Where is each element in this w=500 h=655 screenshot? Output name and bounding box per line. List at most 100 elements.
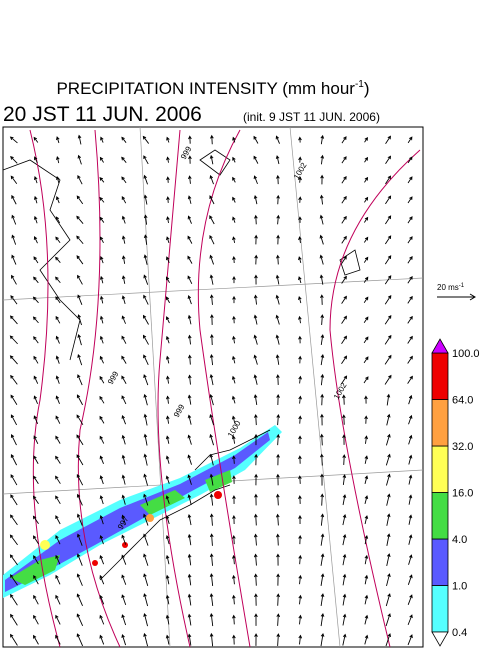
wind-arrow — [33, 555, 39, 565]
wind-arrow — [143, 354, 149, 365]
wind-arrow — [143, 174, 148, 185]
wind-arrow — [341, 315, 347, 324]
wind-arrow — [33, 215, 38, 224]
wind-arrow — [386, 573, 391, 587]
wind-arrow — [253, 175, 258, 185]
wind-arrow — [99, 455, 104, 464]
wind-arrow — [231, 435, 236, 444]
wind-arrow — [209, 553, 214, 566]
wind-scale-text: 20 ms — [437, 283, 459, 292]
wind-arrow — [100, 136, 104, 143]
wind-arrow — [143, 473, 148, 486]
wind-arrow — [364, 534, 369, 545]
wind-arrow — [77, 374, 83, 386]
wind-arrow — [187, 573, 192, 586]
wind-arrow — [320, 593, 325, 607]
wind-arrow — [384, 235, 392, 245]
wind-arrow — [298, 534, 302, 545]
wind-arrow — [209, 493, 214, 506]
wind-arrow — [363, 276, 369, 283]
wind-arrow — [143, 553, 149, 566]
wind-arrow — [121, 355, 127, 364]
wind-arrow — [33, 195, 38, 204]
wind-arrow — [77, 353, 83, 366]
wind-arrow — [407, 315, 413, 324]
precip-area — [10, 555, 60, 585]
wind-arrow — [231, 395, 236, 404]
wind-arrow — [187, 613, 192, 626]
wind-arrow — [385, 195, 392, 205]
wind-arrow — [32, 535, 39, 545]
wind-arrow — [187, 314, 192, 325]
wind-arrow — [99, 515, 104, 525]
wind-arrow — [232, 515, 236, 525]
wind-arrow — [33, 594, 39, 605]
wind-arrow — [363, 316, 369, 324]
wind-arrow — [32, 316, 39, 324]
wind-arrow — [385, 155, 392, 165]
wind-arrow — [165, 594, 170, 605]
wind-arrow — [76, 633, 84, 647]
wind-arrow — [276, 633, 281, 646]
wind-arrow — [276, 553, 280, 566]
colorbar-segment — [431, 492, 449, 540]
wind-arrow — [76, 613, 84, 627]
wind-arrow — [232, 275, 236, 284]
wind-arrow — [385, 175, 392, 185]
wind-arrow — [165, 296, 170, 304]
wind-arrow — [121, 315, 126, 324]
wind-arrow — [121, 136, 127, 143]
wind-arrow — [11, 254, 17, 265]
wind-arrow — [10, 514, 18, 526]
wind-arrow — [187, 394, 192, 405]
wind-arrow — [143, 632, 149, 647]
wind-arrow — [341, 335, 347, 344]
wind-arrow — [143, 254, 148, 265]
title-end: ) — [364, 79, 370, 98]
wind-arrow — [407, 614, 413, 626]
precip-area — [122, 542, 128, 548]
wind-arrow — [209, 254, 215, 265]
wind-arrow — [99, 495, 104, 505]
wind-arrow — [99, 315, 104, 324]
wind-arrow — [275, 135, 280, 144]
wind-arrow — [55, 634, 61, 645]
wind-arrow — [165, 316, 170, 324]
wind-arrow — [407, 335, 413, 344]
precip-area — [5, 432, 270, 592]
wind-arrow — [99, 415, 105, 424]
wind-arrow — [231, 415, 236, 424]
wind-arrow — [165, 554, 170, 565]
wind-arrow — [342, 414, 346, 425]
wind-arrow — [99, 375, 105, 384]
precip-area — [40, 540, 50, 550]
wind-arrow — [209, 613, 214, 627]
wind-arrow — [231, 375, 236, 384]
wind-arrow — [363, 296, 369, 303]
wind-arrow — [232, 335, 236, 344]
wind-arrow — [232, 634, 236, 645]
colorbar-label: 4.0 — [452, 534, 467, 546]
title: PRECIPITATION INTENSITY (mm hour-1) — [56, 79, 369, 98]
wind-arrow — [187, 275, 193, 285]
wind-arrow — [298, 296, 302, 304]
wind-arrow — [10, 414, 18, 426]
wind-arrow — [253, 354, 258, 365]
wind-arrow — [121, 474, 126, 485]
wind-arrow — [56, 175, 60, 184]
wind-arrow — [187, 474, 192, 485]
wind-arrow — [143, 334, 149, 345]
wind-arrow — [143, 294, 149, 305]
wind-arrow — [77, 174, 83, 185]
wind-arrow — [166, 216, 170, 224]
colorbar-over — [431, 338, 449, 354]
wind-arrow — [298, 136, 302, 143]
wind-arrow — [386, 493, 391, 506]
wind-arrow — [276, 174, 280, 185]
wind-arrow — [320, 373, 325, 386]
wind-arrow — [187, 553, 192, 566]
wind-arrow — [320, 613, 325, 627]
wind-arrow — [385, 433, 391, 446]
wind-arrow — [407, 216, 413, 224]
wind-arrow — [407, 196, 413, 204]
